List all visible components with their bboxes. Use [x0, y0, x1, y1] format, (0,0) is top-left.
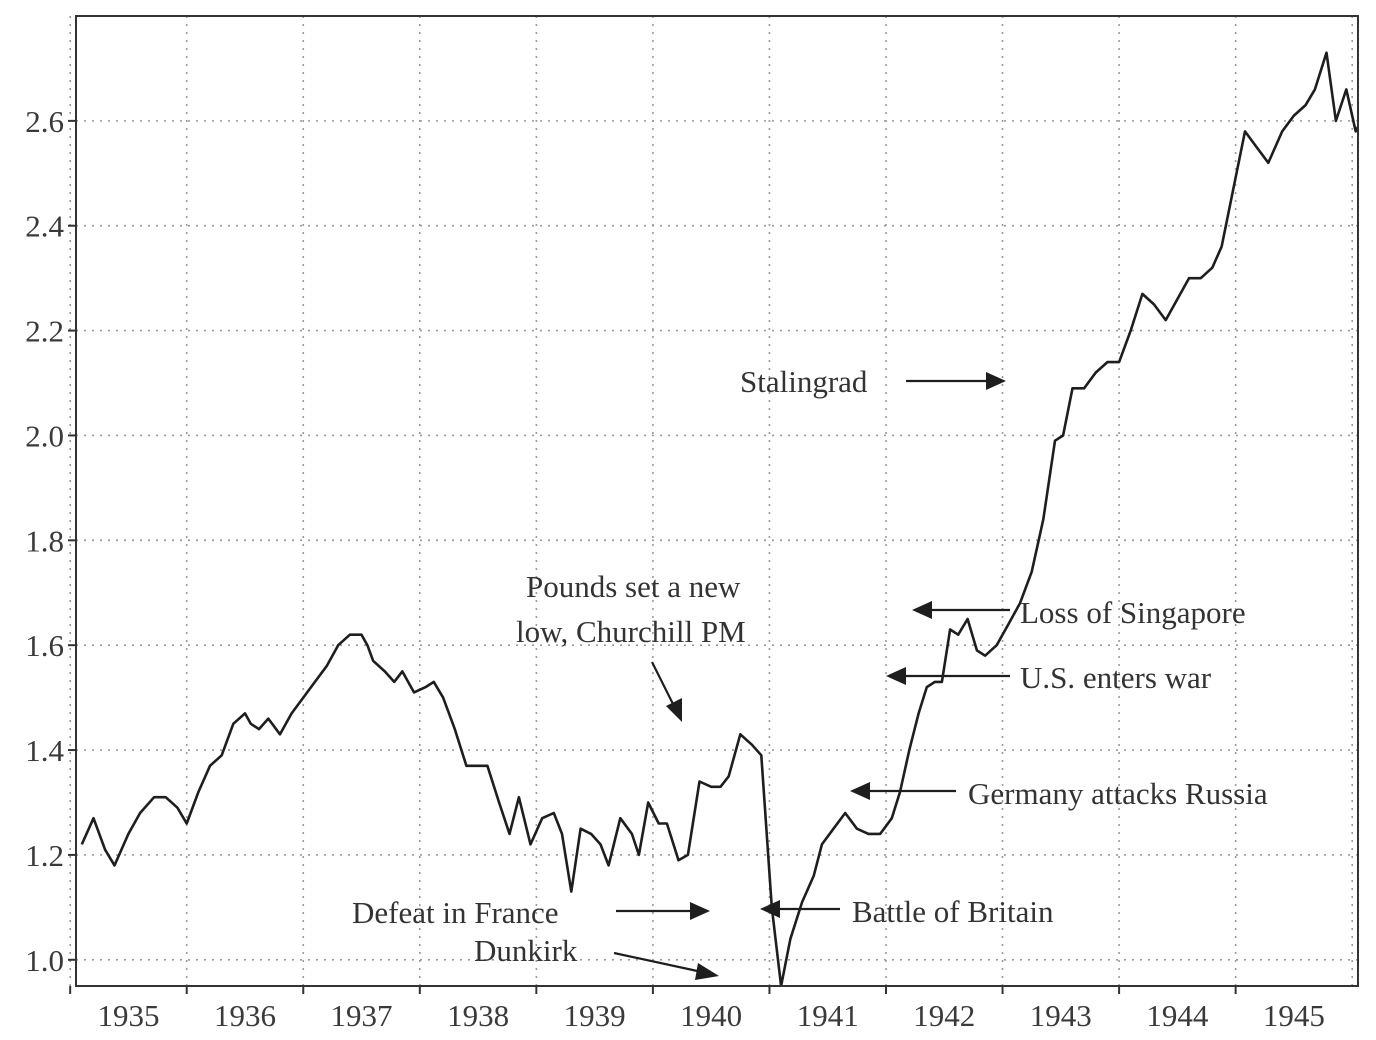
annotation-label: Dunkirk: [474, 933, 578, 968]
x-tick-label: 1936: [214, 998, 276, 1033]
annotation-pounds-new-low: Pounds set a new low, Churchill PM: [516, 569, 746, 722]
x-tick-label: 1942: [913, 998, 975, 1033]
annotation-label: Loss of Singapore: [1020, 595, 1246, 630]
x-tick-label: 1938: [447, 998, 509, 1033]
annotation-arrow: [651, 661, 675, 707]
y-tick-label: 2.0: [25, 418, 64, 453]
annotation-label: Defeat in France: [352, 895, 559, 930]
plot-frame: [75, 15, 1359, 987]
annotation-dunkirk: Dunkirk: [474, 933, 719, 980]
annotation-loss-of-singapore: Loss of Singapore: [912, 595, 1246, 630]
annotation-arrowhead: [666, 698, 682, 722]
y-tick-label: 2.4: [25, 209, 64, 244]
annotations: Stalingrad Loss of Singapore U.S. enters…: [352, 364, 1268, 980]
annotation-arrowhead: [850, 782, 870, 800]
annotation-defeat-in-france: Defeat in France: [352, 895, 710, 930]
y-tick-label: 1.8: [25, 523, 64, 558]
annotation-label: U.S. enters war: [1020, 660, 1212, 695]
x-tick-label: 1944: [1146, 998, 1209, 1033]
annotation-arrowhead: [760, 900, 780, 918]
x-tick-label: 1940: [680, 998, 742, 1033]
annotation-us-enters-war: U.S. enters war: [886, 660, 1212, 695]
y-tick-label: 1.2: [25, 838, 64, 873]
x-tick-label: 1937: [331, 998, 393, 1033]
annotation-arrowhead: [690, 902, 710, 920]
annotation-arrowhead: [912, 601, 932, 619]
x-tick-label: 1943: [1030, 998, 1092, 1033]
y-tick-label: 2.6: [25, 104, 64, 139]
x-tick-label: 1941: [797, 998, 859, 1033]
x-tick-label: 1935: [97, 998, 159, 1033]
annotation-label: Stalingrad: [740, 364, 868, 399]
y-tick-label: 1.6: [25, 628, 64, 663]
y-tick-label: 1.0: [25, 943, 64, 978]
annotation-label: Battle of Britain: [852, 894, 1054, 929]
annotation-battle-of-britain: Battle of Britain: [760, 894, 1054, 929]
y-axis: 1.0 1.2 1.4 1.6 1.8 2.0 2.2 2.4 2.6: [25, 104, 76, 978]
annotation-stalingrad: Stalingrad: [740, 364, 1006, 399]
x-tick-label: 1939: [564, 998, 626, 1033]
series-line: [80, 51, 1358, 986]
annotation-arrowhead: [986, 372, 1006, 390]
annotation-arrowhead: [886, 667, 906, 685]
x-tick-label: 1945: [1263, 998, 1325, 1033]
x-axis: 1935 1936 1937 1938 1939 1940 1941 1942 1943 1944…: [69, 986, 1325, 1033]
y-tick-label: 1.4: [25, 733, 64, 768]
annotation-arrow: [613, 951, 703, 974]
annotation-label-line2: low, Churchill PM: [516, 614, 746, 649]
annotation-arrowhead: [695, 963, 719, 980]
annotation-label: Pounds set a new: [526, 569, 741, 604]
grid-lines: [69, 16, 1358, 986]
annotation-label: Germany attacks Russia: [968, 776, 1268, 811]
y-tick-label: 2.2: [25, 314, 64, 349]
annotation-germany-attacks-russia: Germany attacks Russia: [850, 776, 1268, 811]
